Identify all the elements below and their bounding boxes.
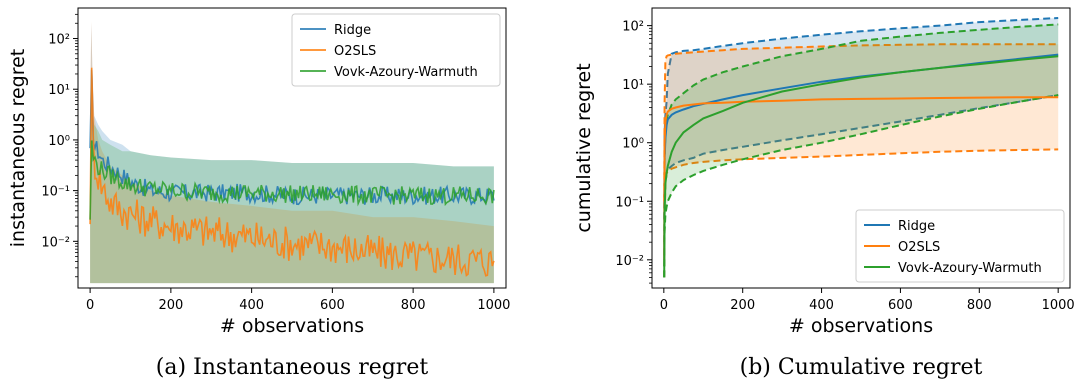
x-tick-label: 0 [86,298,94,313]
band-o2sls [90,21,494,284]
legend: Ridge O2SLS Vovk-Azoury-Warmuth [855,209,1065,283]
bound-lower-vovk-azoury-warmuth [663,94,1059,278]
legend-label-vovk-azoury-warmuth: Vovk-Azoury-Warmuth [898,261,1042,276]
x-tick-label: 1000 [477,298,510,313]
y-tick-label: 10² [48,33,70,48]
x-tick-label: 400 [809,298,834,313]
x-tick-label: 400 [239,298,264,313]
legend-box [291,13,501,87]
x-axis-label: # observations [220,315,364,337]
x-tick-label: 800 [401,298,426,313]
series-line-vovk-azoury-warmuth [89,140,495,220]
x-tick-label: 200 [730,298,755,313]
y-tick-label: 10⁻¹ [41,185,70,200]
plot-area [663,17,1059,278]
legend-box [855,209,1065,283]
y-tick-label: 10⁻² [615,254,644,269]
instantaneous-regret-panel: 0 200 400 600 800 1000 10⁻² 10⁻¹ 10⁰ 10¹ 10² # obse… [7,7,510,380]
y-tick-label: 10¹ [48,83,70,98]
cumulative-regret-panel: 0 200 400 600 800 1000 10⁻² 10⁻¹ 10⁰ 10¹ 10² # obse… [573,7,1075,380]
y-axis-label: instantaneous regret [7,49,29,247]
legend-label-o2sls: O2SLS [334,44,376,59]
band-ridge [90,23,494,284]
series-line-vovk-azoury-warmuth [663,55,1059,278]
legend-label-ridge: Ridge [334,23,371,38]
bound-upper-ridge [663,17,1059,219]
plot-area [89,21,495,284]
band-ridge [664,18,1059,278]
x-tick-label: 600 [888,298,913,313]
x-tick-label: 600 [320,298,345,313]
band-vovk-azoury-warmuth [664,24,1059,278]
x-axis-label: # observations [789,315,933,337]
legend-label-vovk-azoury-warmuth: Vovk-Azoury-Warmuth [334,65,478,80]
legend-label-ridge: Ridge [898,219,935,234]
y-tick-label: 10⁰ [622,137,644,152]
band-o2sls [664,44,1059,278]
x-tick-label: 800 [967,298,992,313]
x-tick-label: 1000 [1042,298,1075,313]
legend: Ridge O2SLS Vovk-Azoury-Warmuth [291,13,501,87]
y-tick-label: 10⁰ [48,134,70,149]
bound-upper-o2sls [663,43,1059,202]
x-tick-label: 0 [660,298,668,313]
y-tick-label: 10² [622,20,644,35]
y-tick-label: 10⁻² [41,235,70,250]
series-line-o2sls [89,67,495,277]
y-axis-label: cumulative regret [573,63,595,232]
series-line-o2sls [663,96,1059,260]
legend-label-o2sls: O2SLS [898,240,940,255]
panel-caption: (a) Instantaneous regret [156,355,429,380]
y-tick-label: 10¹ [622,78,644,93]
x-tick-label: 200 [158,298,183,313]
panel-caption: (b) Cumulative regret [740,355,983,380]
y-tick-label: 10⁻¹ [615,195,644,210]
